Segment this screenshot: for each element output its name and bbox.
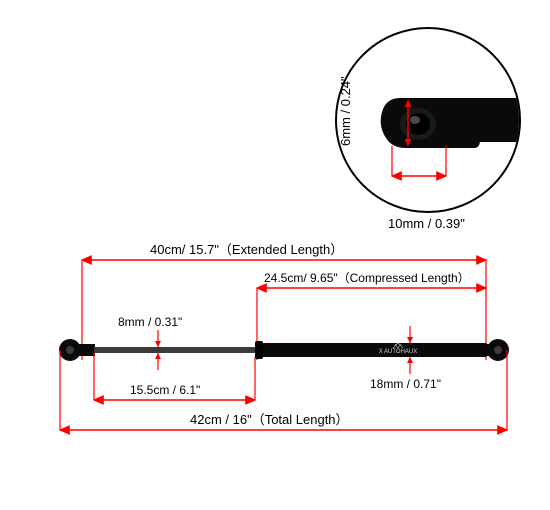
total-length-label: 42cm / 16"（Total Length） bbox=[190, 412, 349, 427]
body-diameter-dim: 18mm / 0.71" bbox=[370, 326, 441, 391]
brand-label: X AUTOHAUX bbox=[379, 349, 418, 355]
compressed-length-label: 24.5cm/ 9.65"（Compressed Length） bbox=[264, 271, 470, 285]
cylinder-body bbox=[257, 343, 488, 357]
rod-diameter-label: 8mm / 0.31" bbox=[118, 315, 182, 329]
body-diameter-label: 18mm / 0.71" bbox=[370, 377, 441, 391]
rod-length-label: 15.5cm / 6.1" bbox=[130, 383, 200, 397]
dimension-diagram: 6mm / 0.24" 10mm / 0.39" 40cm/ 15.7"（Ext… bbox=[0, 0, 550, 510]
rod-diameter-dim: 8mm / 0.31" bbox=[118, 315, 182, 370]
right-eye-end bbox=[485, 339, 509, 361]
main-view: 40cm/ 15.7"（Extended Length） 24.5cm/ 9.6… bbox=[59, 242, 509, 430]
piston-rod bbox=[94, 347, 257, 353]
detail-view: 6mm / 0.24" 10mm / 0.39" bbox=[336, 28, 530, 231]
detail-width-label: 10mm / 0.39" bbox=[388, 216, 465, 231]
extended-length-label: 40cm/ 15.7"（Extended Length） bbox=[150, 242, 343, 257]
left-eye-end bbox=[59, 339, 95, 361]
detail-height-label: 6mm / 0.24" bbox=[338, 76, 353, 146]
